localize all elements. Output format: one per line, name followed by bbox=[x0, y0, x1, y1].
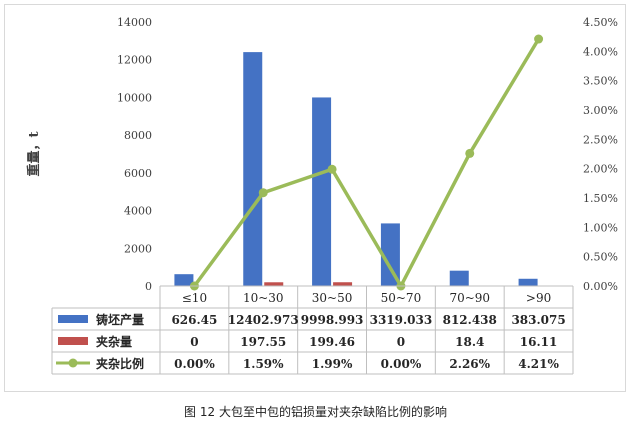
y-tick-label: 10000 bbox=[117, 91, 152, 104]
table-cell: 16.11 bbox=[520, 335, 558, 349]
table-cell: 4.21% bbox=[518, 357, 559, 371]
bar-casting-output bbox=[518, 278, 538, 286]
y-tick-label: 6000 bbox=[124, 167, 152, 180]
y2-tick-label: 4.00% bbox=[583, 45, 618, 58]
category-label: 30~50 bbox=[312, 291, 353, 305]
y2-tick-label: 0.00% bbox=[583, 280, 618, 293]
legend-key-inclusion-amount bbox=[58, 337, 88, 345]
data-table: ≤10 10~30 30~50 50~70 70~90 >90 铸坯产量 626.45 1240… bbox=[51, 285, 574, 375]
legend-label: 夹杂比例 bbox=[96, 356, 144, 371]
legend-key-casting-output bbox=[58, 315, 88, 323]
y-tick-label: 4000 bbox=[124, 205, 152, 218]
bars bbox=[174, 52, 559, 286]
y-tick-label: 0 bbox=[145, 280, 152, 293]
table-cell: 18.4 bbox=[455, 335, 484, 349]
table-cell: 3319.033 bbox=[370, 313, 433, 327]
category-label: 50~70 bbox=[381, 291, 422, 305]
y2-tick-label: 3.00% bbox=[583, 104, 618, 117]
bar-casting-output bbox=[380, 223, 400, 286]
y2-tick-label: 0.50% bbox=[583, 251, 618, 264]
y-tick-label: 14000 bbox=[117, 16, 152, 29]
figure-caption: 图 12 大包至中包的铝损量对夹杂缺陷比例的影响 bbox=[184, 405, 447, 419]
chart: 0 2000 4000 6000 8000 10000 12000 14000 0.00% 0.5… bbox=[26, 16, 618, 375]
table-cell: 0.00% bbox=[381, 357, 422, 371]
table-cell: 383.075 bbox=[511, 313, 565, 327]
table-cell: 12402.973 bbox=[228, 313, 299, 327]
y2-tick-label: 1.00% bbox=[583, 221, 618, 234]
table-cell: 9998.993 bbox=[301, 313, 364, 327]
ratio-line-path bbox=[193, 38, 541, 290]
bar-casting-output bbox=[449, 270, 469, 286]
table-cell: 197.55 bbox=[240, 335, 286, 349]
chart-frame bbox=[4, 4, 626, 392]
table-cell: 812.438 bbox=[443, 313, 497, 327]
category-label: ≤10 bbox=[182, 291, 207, 305]
y-tick-label: 2000 bbox=[124, 242, 152, 255]
table-cell: 0 bbox=[190, 335, 198, 349]
table-cell: 2.26% bbox=[449, 357, 490, 371]
ratio-point bbox=[465, 148, 475, 158]
legend-label: 夹杂量 bbox=[96, 334, 132, 349]
axes: 0 2000 4000 6000 8000 10000 12000 14000 0.00% 0.5… bbox=[26, 16, 618, 293]
table-cell: 199.46 bbox=[309, 335, 355, 349]
ratio-point bbox=[258, 188, 268, 198]
category-label: 10~30 bbox=[243, 291, 284, 305]
y2-tick-label: 2.50% bbox=[583, 133, 618, 146]
y2-tick-label: 1.50% bbox=[583, 192, 618, 205]
y2-tick-label: 3.50% bbox=[583, 75, 618, 88]
table-cell: 626.45 bbox=[171, 313, 217, 327]
table-cell: 1.59% bbox=[243, 357, 284, 371]
y2-tick-label: 2.00% bbox=[583, 163, 618, 176]
y-axis-label: 重量，t bbox=[26, 131, 42, 176]
table-cell: 0.00% bbox=[174, 357, 215, 371]
y-tick-label: 8000 bbox=[124, 129, 152, 142]
category-label: 70~90 bbox=[449, 291, 490, 305]
y-tick-label: 12000 bbox=[117, 54, 152, 67]
y2-tick-label: 4.50% bbox=[583, 16, 618, 29]
table-cell: 1.99% bbox=[312, 357, 353, 371]
legend-label: 铸坯产量 bbox=[96, 312, 144, 327]
category-label: >90 bbox=[526, 291, 551, 305]
ratio-point bbox=[534, 34, 544, 44]
bar-inclusion-amount bbox=[333, 282, 353, 286]
ratio-line bbox=[189, 34, 544, 291]
bar-casting-output bbox=[312, 97, 332, 286]
bar-casting-output bbox=[174, 274, 194, 286]
ratio-point bbox=[327, 164, 337, 174]
table-cell: 0 bbox=[397, 335, 405, 349]
bar-inclusion-amount bbox=[264, 282, 284, 286]
legend-key-ratio-marker bbox=[68, 358, 78, 368]
bar-casting-output bbox=[243, 52, 263, 286]
